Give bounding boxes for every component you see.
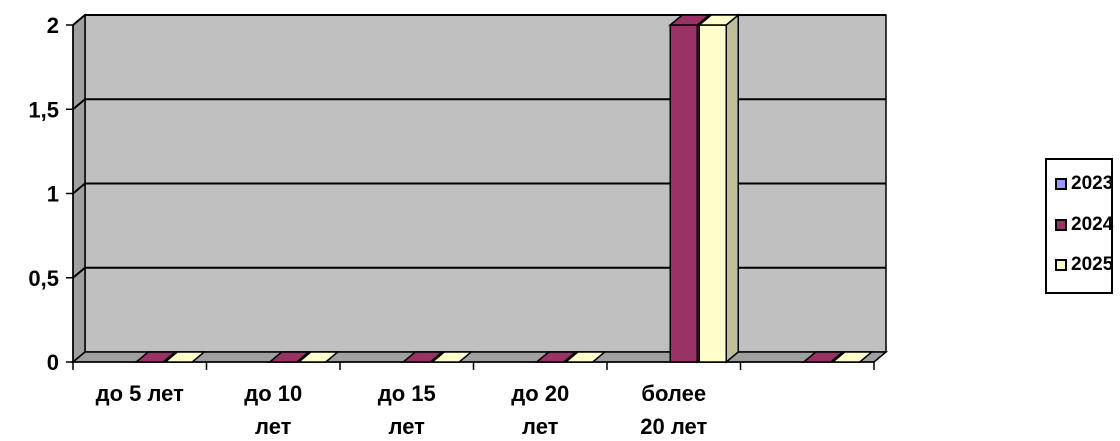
bar-2025-0-top bbox=[163, 351, 207, 363]
x-tick-label: 20 лет bbox=[640, 414, 707, 439]
bar-2025-4-front bbox=[698, 24, 727, 363]
x-tick-label: до 5 лет bbox=[96, 381, 184, 406]
legend-label-2025: 2025 bbox=[1071, 254, 1114, 275]
bar-2025-3-top bbox=[563, 351, 607, 363]
bar-2025-5-top bbox=[830, 351, 874, 363]
legend-swatch-2025 bbox=[1055, 259, 1067, 271]
gridline bbox=[72, 266, 886, 279]
chart-legend: 2023 2024 2025 bbox=[1045, 158, 1113, 294]
gridline bbox=[72, 98, 886, 111]
x-tick-label: лет bbox=[389, 414, 426, 439]
bar-2024-3-top bbox=[534, 351, 578, 363]
legend-label-2024: 2024 bbox=[1071, 214, 1114, 235]
y-tick-label: 1,5 bbox=[28, 97, 59, 122]
bar-chart: 0 0,5 1 1,5 2 до 5 лет до 10 лет до 15 лет до 20 ле… bbox=[28, 13, 889, 439]
bar-2024-4-front bbox=[669, 24, 698, 363]
bar-2024-4-top bbox=[668, 14, 712, 26]
bar-2025-1-top bbox=[296, 351, 340, 363]
x-tick-label: более bbox=[641, 381, 706, 406]
legend-item-2025: 2025 bbox=[1055, 253, 1113, 277]
bar-2025-4-side bbox=[725, 13, 739, 364]
y-tick-label: 1 bbox=[47, 182, 59, 207]
legend-swatch-2023 bbox=[1055, 178, 1067, 190]
bar-2025-4-top bbox=[697, 14, 741, 26]
bar-2024-0-top bbox=[134, 351, 178, 363]
legend-label-2023: 2023 bbox=[1071, 173, 1114, 194]
bar-2024-2-top bbox=[401, 351, 445, 363]
bar-2024-5-top bbox=[801, 351, 845, 363]
x-tick-label: лет bbox=[522, 414, 559, 439]
legend-item-2024: 2024 bbox=[1055, 213, 1113, 237]
legend-item-2023: 2023 bbox=[1055, 172, 1113, 196]
y-tick-label: 0 bbox=[47, 350, 59, 375]
x-tick-label: до 10 bbox=[244, 381, 302, 406]
bar-2024-1-top bbox=[267, 351, 311, 363]
x-tick-label: до 15 bbox=[378, 381, 436, 406]
gridline bbox=[72, 14, 886, 26]
gridline bbox=[72, 182, 886, 195]
x-tick-label: лет bbox=[255, 414, 292, 439]
y-tick-label: 0,5 bbox=[28, 266, 59, 291]
x-tick-label: до 20 bbox=[511, 381, 569, 406]
bar-2025-2-top bbox=[430, 351, 474, 363]
legend-swatch-2024 bbox=[1055, 219, 1067, 231]
y-tick-label: 2 bbox=[47, 13, 59, 38]
